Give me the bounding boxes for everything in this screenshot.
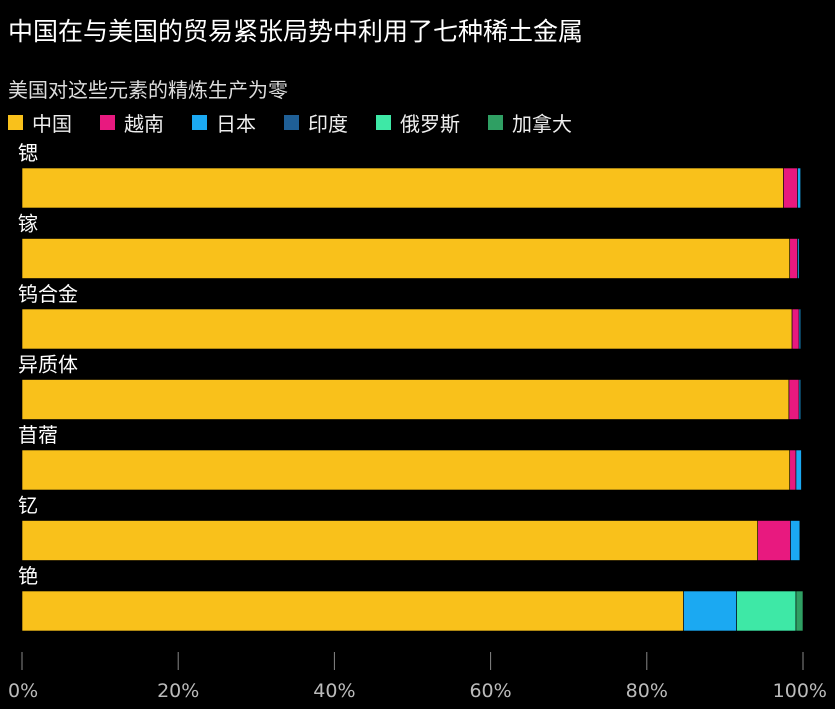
chart-title: 中国在与美国的贸易紧张局势中利用了七种稀土金属	[8, 17, 584, 46]
bar-segment	[21, 590, 684, 632]
legend-swatch	[100, 114, 115, 130]
bar-segment	[797, 238, 800, 279]
bar-segment	[683, 590, 737, 632]
legend-label: 加拿大	[512, 111, 572, 136]
category-label: 锶	[18, 141, 38, 165]
x-tick-label: 20%	[157, 680, 199, 702]
bar-segment	[736, 590, 797, 632]
category-label: 苜蓿	[18, 423, 58, 447]
bar-segment	[795, 590, 804, 632]
category-label: 镓	[18, 212, 38, 236]
legend-label: 越南	[124, 111, 164, 136]
x-tick-label: 100%	[773, 680, 827, 702]
legend-label: 日本	[216, 111, 256, 136]
legend-label: 俄罗斯	[400, 111, 460, 136]
bar-segment	[788, 379, 800, 420]
legend-item: 中国	[8, 108, 72, 137]
bar-segment	[21, 379, 790, 420]
legend-swatch	[284, 114, 299, 130]
x-tick-label: 80%	[626, 680, 668, 702]
bar-segment	[789, 449, 797, 491]
bar-segment	[790, 520, 801, 561]
bar-segment	[791, 308, 800, 350]
x-tick-label: 0%	[8, 680, 38, 702]
legend-item: 印度	[284, 108, 348, 137]
bar-segment	[21, 308, 793, 350]
bar-segment	[789, 238, 798, 279]
chart-legend: 中国 越南 日本 印度 俄罗斯 加拿大	[8, 108, 600, 136]
legend-swatch	[8, 114, 23, 130]
category-label: 钇	[18, 494, 38, 518]
legend-item: 日本	[192, 108, 256, 137]
chart-subtitle: 美国对这些元素的精炼生产为零	[8, 78, 288, 102]
legend-swatch	[192, 114, 207, 130]
bar-segment	[757, 520, 791, 561]
legend-swatch	[376, 114, 391, 130]
bar-segment	[783, 167, 798, 209]
bar-segment	[21, 238, 791, 279]
legend-item: 加拿大	[488, 108, 572, 137]
bar-segment	[795, 449, 802, 491]
x-tick-label: 60%	[469, 680, 511, 702]
bar-segment	[798, 308, 801, 350]
category-label: 铯	[18, 564, 38, 588]
legend-item: 越南	[100, 108, 164, 137]
category-label: 钨合金	[18, 282, 78, 306]
legend-label: 印度	[308, 111, 348, 136]
bar-segment	[21, 167, 784, 209]
legend-swatch	[488, 114, 503, 130]
x-tick-label: 40%	[313, 680, 355, 702]
legend-item: 俄罗斯	[376, 108, 460, 137]
bar-segment	[798, 379, 801, 420]
category-label: 异质体	[18, 353, 78, 377]
bar-segment	[797, 167, 801, 209]
bar-segment	[21, 520, 759, 561]
bar-segment	[21, 449, 791, 491]
legend-label: 中国	[32, 111, 72, 136]
